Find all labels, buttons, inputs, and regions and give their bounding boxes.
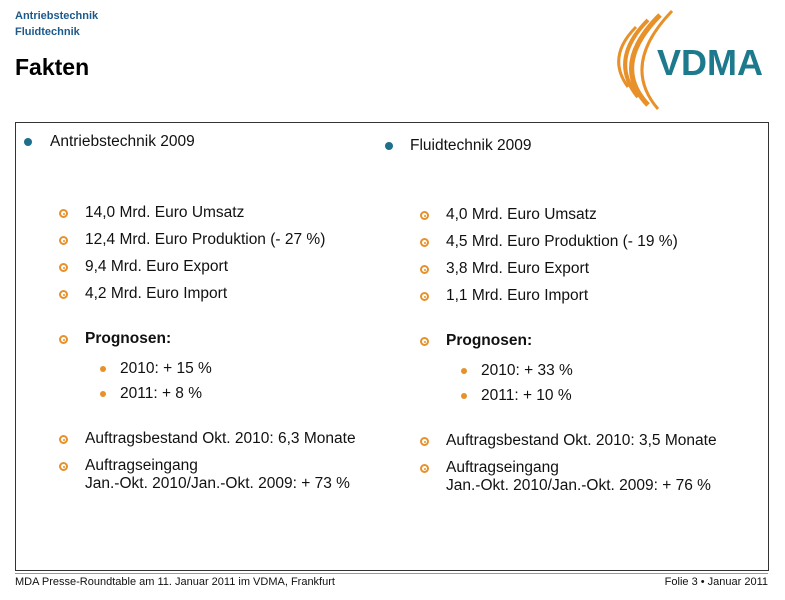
main-bullet — [385, 142, 393, 150]
sub-bullet — [59, 209, 68, 218]
header-line: Antriebstechnik — [15, 10, 99, 22]
sub-bullet — [420, 464, 429, 473]
sub-bullet — [59, 290, 68, 299]
sub-bullet — [59, 462, 68, 471]
fact-item: 1,1 Mrd. Euro Import — [446, 287, 589, 304]
order-item: Auftragsbestand Okt. 2010: 3,5 Monate — [446, 432, 717, 449]
logo-text: VDMA — [657, 42, 763, 83]
footer-right: Folie 3 • Januar 2011 — [664, 576, 768, 588]
prognosen-label: Prognosen: — [85, 330, 172, 347]
forecast-item: 2010: + 15 % — [120, 360, 212, 377]
sub-bullet — [59, 435, 68, 444]
sub-bullet — [59, 263, 68, 272]
order-item: Auftragsbestand Okt. 2010: 6,3 Monate — [85, 430, 356, 447]
sub-bullet — [420, 265, 429, 274]
fact-item: 4,0 Mrd. Euro Umsatz — [446, 206, 597, 223]
column-heading: Antriebstechnik 2009 — [50, 133, 195, 150]
sub-bullet — [420, 238, 429, 247]
sub-bullet — [59, 335, 68, 344]
order-item: Auftragseingang — [85, 457, 198, 474]
forecast-item: 2011: + 8 % — [120, 385, 203, 402]
logo: VDMA — [617, 9, 763, 110]
forecast-bullet — [461, 393, 467, 399]
prognosen-label: Prognosen: — [446, 332, 533, 349]
forecast-item: 2011: + 10 % — [481, 387, 572, 404]
content-box — [15, 122, 769, 571]
forecast-bullet — [100, 391, 106, 397]
fact-item: 12,4 Mrd. Euro Produktion (- 27 %) — [85, 231, 326, 248]
sub-bullet — [420, 337, 429, 346]
header-line: Fluidtechnik — [15, 26, 80, 38]
main-bullet — [24, 138, 32, 146]
sub-bullet — [420, 211, 429, 220]
forecast-item: 2010: + 33 % — [481, 362, 573, 379]
fact-item: 9,4 Mrd. Euro Export — [85, 258, 229, 275]
forecast-bullet — [461, 368, 467, 374]
sub-bullet — [59, 236, 68, 245]
order-item: Jan.-Okt. 2010/Jan.-Okt. 2009: + 76 % — [446, 477, 711, 494]
fact-item: 14,0 Mrd. Euro Umsatz — [85, 204, 245, 221]
column-heading: Fluidtechnik 2009 — [410, 137, 532, 154]
forecast-bullet — [100, 366, 106, 372]
order-item: Jan.-Okt. 2010/Jan.-Okt. 2009: + 73 % — [85, 475, 350, 492]
order-item: Auftragseingang — [446, 459, 559, 476]
footer-rule — [15, 573, 768, 574]
sub-bullet — [420, 437, 429, 446]
fact-item: 4,5 Mrd. Euro Produktion (- 19 %) — [446, 233, 678, 250]
sub-bullet — [420, 292, 429, 301]
footer-left: MDA Presse-Roundtable am 11. Januar 2011… — [15, 576, 335, 588]
fact-item: 4,2 Mrd. Euro Import — [85, 285, 228, 302]
slide-title: Fakten — [15, 54, 90, 80]
fact-item: 3,8 Mrd. Euro Export — [446, 260, 590, 277]
